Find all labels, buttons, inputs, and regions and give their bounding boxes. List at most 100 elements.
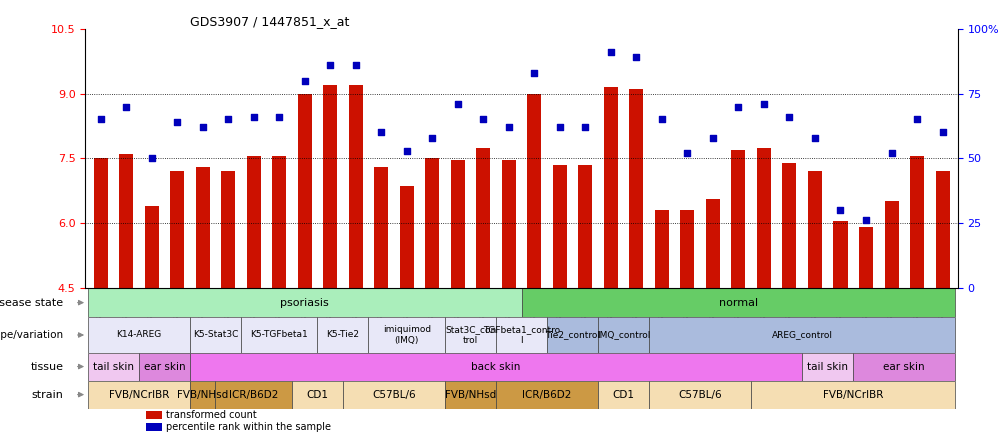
Text: genotype/variation: genotype/variation bbox=[0, 330, 63, 340]
Text: back skin: back skin bbox=[471, 361, 520, 372]
Bar bbox=[546, 317, 597, 353]
Point bbox=[653, 116, 669, 123]
Bar bbox=[808, 171, 822, 288]
Text: transformed count: transformed count bbox=[165, 410, 257, 420]
Text: AREG_control: AREG_control bbox=[771, 330, 832, 340]
Bar bbox=[425, 159, 439, 288]
Bar bbox=[654, 210, 668, 288]
Text: strain: strain bbox=[31, 389, 63, 400]
Text: C57BL/6: C57BL/6 bbox=[677, 389, 721, 400]
Bar bbox=[400, 186, 414, 288]
Bar bbox=[648, 317, 954, 353]
Bar bbox=[368, 317, 445, 353]
Bar bbox=[476, 147, 490, 288]
Text: CD1: CD1 bbox=[612, 389, 634, 400]
Bar bbox=[246, 156, 261, 288]
Point bbox=[756, 100, 772, 107]
Text: ICR/B6D2: ICR/B6D2 bbox=[228, 389, 279, 400]
Text: K14-AREG: K14-AREG bbox=[116, 330, 161, 340]
Text: FVB/NCrIBR: FVB/NCrIBR bbox=[108, 389, 169, 400]
Text: FVB/NHsd: FVB/NHsd bbox=[445, 389, 496, 400]
Text: K5-Tie2: K5-Tie2 bbox=[326, 330, 359, 340]
Point bbox=[118, 103, 134, 110]
Bar bbox=[521, 288, 954, 317]
Bar bbox=[93, 159, 107, 288]
Bar bbox=[853, 353, 954, 381]
Point bbox=[475, 116, 491, 123]
Point bbox=[92, 116, 108, 123]
Bar bbox=[648, 381, 750, 408]
Point bbox=[297, 77, 313, 84]
Bar bbox=[750, 381, 954, 408]
Point bbox=[807, 134, 823, 141]
Text: GDS3907 / 1447851_x_at: GDS3907 / 1447851_x_at bbox=[189, 15, 349, 28]
Point bbox=[729, 103, 745, 110]
Text: FVB/NCrIBR: FVB/NCrIBR bbox=[823, 389, 883, 400]
Text: tail skin: tail skin bbox=[93, 361, 133, 372]
Text: Tie2_control: Tie2_control bbox=[544, 330, 599, 340]
Bar bbox=[858, 227, 872, 288]
Bar bbox=[138, 353, 189, 381]
Bar bbox=[119, 154, 133, 288]
Bar bbox=[292, 381, 343, 408]
Bar bbox=[189, 353, 802, 381]
Point bbox=[399, 147, 415, 154]
Bar bbox=[782, 163, 796, 288]
Bar bbox=[88, 288, 521, 317]
Bar bbox=[146, 424, 162, 431]
Text: C57BL/6: C57BL/6 bbox=[372, 389, 416, 400]
Text: ear skin: ear skin bbox=[143, 361, 185, 372]
Point bbox=[143, 155, 159, 162]
Bar bbox=[679, 210, 693, 288]
Point bbox=[832, 206, 848, 214]
Text: imiquimod
(IMQ): imiquimod (IMQ) bbox=[383, 325, 431, 345]
Bar bbox=[349, 85, 363, 288]
Point bbox=[602, 48, 618, 56]
Bar bbox=[552, 165, 566, 288]
Bar bbox=[220, 171, 234, 288]
Point bbox=[169, 119, 185, 126]
Point bbox=[373, 129, 389, 136]
Text: tissue: tissue bbox=[30, 361, 63, 372]
Bar bbox=[144, 206, 158, 288]
Point bbox=[781, 113, 797, 120]
Point bbox=[194, 124, 210, 131]
Point bbox=[857, 217, 873, 224]
Bar bbox=[272, 156, 286, 288]
Text: Stat3C_con
trol: Stat3C_con trol bbox=[445, 325, 496, 345]
Text: K5-Stat3C: K5-Stat3C bbox=[192, 330, 237, 340]
Bar bbox=[189, 381, 215, 408]
Bar bbox=[496, 317, 546, 353]
Bar bbox=[170, 171, 184, 288]
Bar bbox=[298, 94, 312, 288]
Text: ear skin: ear skin bbox=[883, 361, 924, 372]
Bar bbox=[603, 87, 617, 288]
Point bbox=[883, 150, 899, 157]
Point bbox=[271, 113, 287, 120]
Point bbox=[934, 129, 950, 136]
Bar bbox=[195, 167, 209, 288]
Bar bbox=[730, 150, 744, 288]
Text: IMQ_control: IMQ_control bbox=[596, 330, 649, 340]
Point bbox=[908, 116, 924, 123]
Text: percentile rank within the sample: percentile rank within the sample bbox=[165, 422, 331, 432]
Bar bbox=[578, 165, 592, 288]
Point bbox=[627, 54, 643, 61]
Bar bbox=[757, 147, 771, 288]
Bar bbox=[88, 381, 189, 408]
Point bbox=[449, 100, 465, 107]
Text: normal: normal bbox=[718, 297, 758, 308]
Bar bbox=[189, 317, 240, 353]
Point bbox=[704, 134, 720, 141]
Bar bbox=[240, 317, 317, 353]
Point bbox=[678, 150, 694, 157]
Text: tail skin: tail skin bbox=[807, 361, 848, 372]
Bar bbox=[450, 160, 464, 288]
Point bbox=[245, 113, 262, 120]
Text: ICR/B6D2: ICR/B6D2 bbox=[522, 389, 571, 400]
Text: K5-TGFbeta1: K5-TGFbeta1 bbox=[250, 330, 308, 340]
Text: FVB/NHsd: FVB/NHsd bbox=[176, 389, 228, 400]
Bar bbox=[909, 156, 923, 288]
Point bbox=[577, 124, 593, 131]
Bar bbox=[146, 411, 162, 419]
